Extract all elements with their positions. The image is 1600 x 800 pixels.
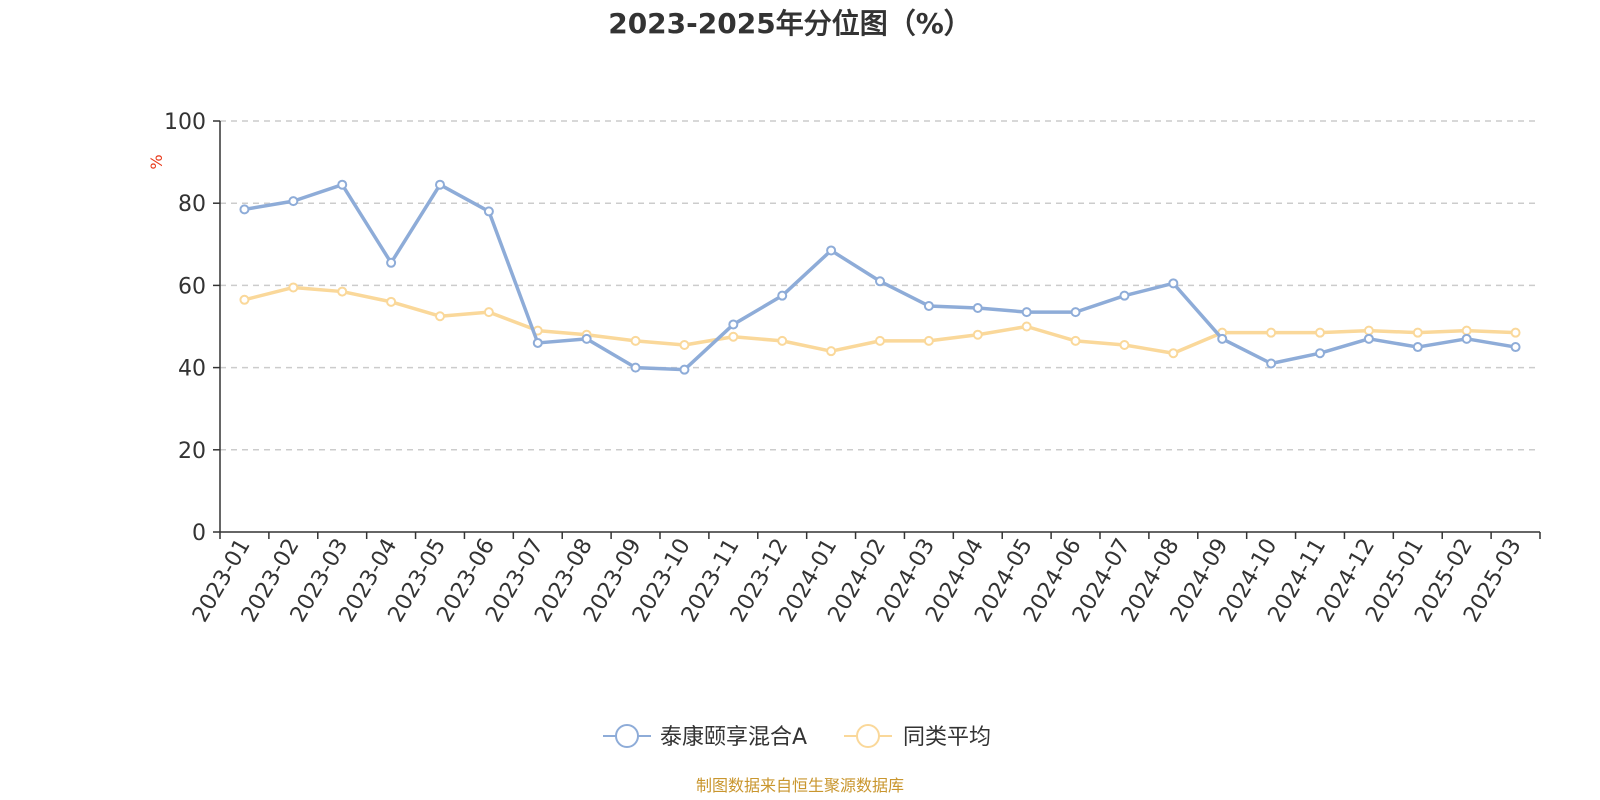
data-point-0-4[interactable] bbox=[435, 179, 445, 190]
data-point-0-9[interactable] bbox=[679, 364, 690, 375]
data-point-0-6[interactable] bbox=[532, 337, 543, 348]
data-point-1-4[interactable] bbox=[435, 311, 445, 322]
data-point-1-17[interactable] bbox=[1070, 335, 1081, 346]
data-point-1-19[interactable] bbox=[1168, 348, 1179, 359]
y-tick-label-4: 80 bbox=[178, 192, 206, 217]
data-point-0-22[interactable] bbox=[1315, 348, 1325, 359]
y-axis: 0 20 40 60 80 100 bbox=[164, 110, 221, 546]
data-point-0-8[interactable] bbox=[630, 362, 641, 373]
legend-item-series-0[interactable]: 泰康颐享混合A bbox=[603, 724, 807, 750]
data-point-1-1[interactable] bbox=[288, 282, 299, 293]
data-point-0-2[interactable] bbox=[337, 179, 348, 190]
data-point-0-24[interactable] bbox=[1412, 342, 1423, 353]
data-point-0-3[interactable] bbox=[386, 257, 397, 268]
legend: 泰康颐享混合A 同类平均 bbox=[603, 724, 991, 750]
data-point-0-16[interactable] bbox=[1021, 307, 1032, 318]
data-point-0-15[interactable] bbox=[972, 303, 983, 314]
y-tick-label-3: 60 bbox=[178, 274, 206, 299]
y-tick-label-0: 0 bbox=[192, 521, 206, 546]
data-point-1-9[interactable] bbox=[679, 339, 690, 350]
data-point-1-2[interactable] bbox=[337, 286, 348, 297]
data-point-0-21[interactable] bbox=[1266, 358, 1277, 369]
y-tick-label-1: 20 bbox=[178, 439, 206, 464]
y-tick-label-2: 40 bbox=[178, 357, 206, 382]
data-point-1-14[interactable] bbox=[923, 335, 934, 346]
legend-label-series-0: 泰康颐享混合A bbox=[660, 725, 807, 750]
data-point-1-12[interactable] bbox=[826, 346, 837, 357]
data-point-0-20[interactable] bbox=[1217, 333, 1228, 344]
data-point-0-17[interactable] bbox=[1070, 307, 1081, 318]
data-point-0-14[interactable] bbox=[923, 300, 934, 311]
x-axis: 2023-012023-022023-032023-042023-052023-… bbox=[188, 531, 1541, 627]
series-0 bbox=[239, 179, 1521, 375]
data-point-0-25[interactable] bbox=[1461, 333, 1472, 344]
data-point-1-5[interactable] bbox=[483, 307, 494, 318]
data-point-0-1[interactable] bbox=[288, 196, 299, 207]
data-point-1-11[interactable] bbox=[777, 335, 788, 346]
data-point-1-15[interactable] bbox=[972, 329, 983, 340]
data-point-0-23[interactable] bbox=[1363, 333, 1374, 344]
y-tick-label-5: 100 bbox=[164, 110, 206, 135]
chart-title: 2023-2025年分位图（%） bbox=[608, 7, 972, 40]
data-point-0-19[interactable] bbox=[1168, 278, 1179, 289]
data-point-1-24[interactable] bbox=[1412, 327, 1423, 338]
data-point-1-3[interactable] bbox=[386, 296, 397, 307]
series-layer bbox=[239, 179, 1521, 375]
data-point-1-22[interactable] bbox=[1315, 327, 1325, 338]
data-point-1-0[interactable] bbox=[239, 294, 250, 305]
legend-label-series-1: 同类平均 bbox=[903, 725, 991, 750]
series-1 bbox=[239, 282, 1521, 359]
legend-marker-series-0 bbox=[615, 724, 639, 748]
data-point-1-8[interactable] bbox=[630, 335, 641, 346]
data-point-0-7[interactable] bbox=[581, 333, 592, 344]
source-note: 制图数据来自恒生聚源数据库 bbox=[696, 776, 904, 795]
data-point-0-0[interactable] bbox=[239, 204, 250, 215]
data-point-0-12[interactable] bbox=[826, 245, 837, 256]
data-point-0-18[interactable] bbox=[1119, 290, 1130, 301]
data-point-1-10[interactable] bbox=[728, 331, 739, 342]
data-point-0-13[interactable] bbox=[875, 276, 885, 287]
y-axis-label: % bbox=[147, 154, 166, 169]
data-point-1-16[interactable] bbox=[1021, 321, 1032, 332]
legend-item-series-1[interactable]: 同类平均 bbox=[844, 724, 991, 750]
legend-marker-series-1 bbox=[856, 724, 880, 748]
data-point-1-13[interactable] bbox=[875, 335, 885, 346]
data-point-0-5[interactable] bbox=[483, 206, 494, 217]
data-point-1-18[interactable] bbox=[1119, 339, 1130, 350]
data-point-0-11[interactable] bbox=[777, 290, 788, 301]
data-point-1-21[interactable] bbox=[1266, 327, 1277, 338]
data-point-1-26[interactable] bbox=[1510, 327, 1521, 338]
data-point-0-10[interactable] bbox=[728, 319, 739, 330]
data-point-1-25[interactable] bbox=[1461, 325, 1472, 336]
data-point-1-23[interactable] bbox=[1363, 325, 1374, 336]
data-point-0-26[interactable] bbox=[1510, 342, 1521, 353]
